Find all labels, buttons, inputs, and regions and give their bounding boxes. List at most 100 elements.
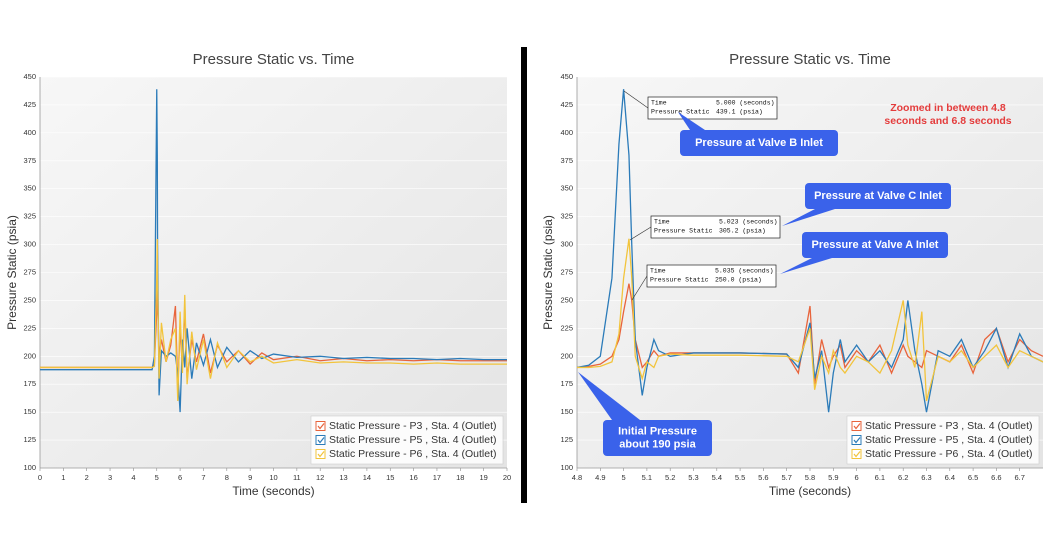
tooltip-key: Pressure Static bbox=[650, 277, 709, 284]
y-tick-label: 300 bbox=[560, 240, 573, 249]
plot-lines bbox=[40, 89, 507, 413]
tooltip-key: Time bbox=[651, 100, 667, 107]
y-tick-label: 150 bbox=[560, 407, 573, 416]
y-tick-label: 450 bbox=[560, 72, 573, 81]
y-tick-label: 350 bbox=[560, 184, 573, 193]
x-tick-label: 4.9 bbox=[595, 473, 605, 482]
x-tick-label: 20 bbox=[503, 473, 511, 482]
callout-tail bbox=[780, 258, 832, 274]
x-tick-label: 5 bbox=[622, 473, 626, 482]
legend-label: Static Pressure - P5 , Sta. 4 (Outlet) bbox=[329, 434, 496, 446]
y-tick-label: 275 bbox=[560, 267, 573, 276]
callout-text: Pressure at Valve B Inlet bbox=[695, 137, 823, 149]
x-tick-label: 11 bbox=[293, 473, 301, 482]
callout-text: about 190 psia bbox=[619, 438, 696, 450]
legend-check bbox=[853, 437, 861, 444]
tooltip-value: 5.023 (seconds) bbox=[719, 219, 778, 226]
x-tick-label: 5.2 bbox=[665, 473, 675, 482]
data-line bbox=[577, 89, 1043, 413]
x-tick-label: 18 bbox=[456, 473, 464, 482]
y-tick-label: 150 bbox=[23, 407, 36, 416]
x-tick-label: 5.7 bbox=[781, 473, 791, 482]
x-tick-label: 5.3 bbox=[688, 473, 698, 482]
x-tick-label: 8 bbox=[225, 473, 229, 482]
y-tick-label: 125 bbox=[560, 435, 573, 444]
tooltip-box bbox=[646, 264, 777, 288]
callout-tail bbox=[578, 372, 640, 420]
tooltip-key: Time bbox=[650, 268, 666, 275]
x-tick-label: 10 bbox=[269, 473, 277, 482]
data-line bbox=[40, 238, 507, 401]
legend-swatch bbox=[851, 435, 862, 445]
y-tick-label: 225 bbox=[560, 323, 573, 332]
x-axis-label: Time (seconds) bbox=[232, 484, 314, 498]
x-tick-label: 6.1 bbox=[875, 473, 885, 482]
callout-text: Pressure at Valve A Inlet bbox=[812, 239, 939, 251]
x-tick-label: 14 bbox=[363, 473, 371, 482]
y-tick-label: 250 bbox=[560, 295, 573, 304]
y-tick-label: 325 bbox=[560, 212, 573, 221]
legend-check bbox=[853, 423, 861, 430]
x-tick-label: 6.4 bbox=[945, 473, 955, 482]
legend-label: Static Pressure - P6 , Sta. 4 (Outlet) bbox=[865, 448, 1032, 460]
y-tick-label: 350 bbox=[23, 184, 36, 193]
legend-label: Static Pressure - P3 , Sta. 4 (Outlet) bbox=[329, 420, 496, 432]
x-tick-label: 2 bbox=[85, 473, 89, 482]
y-tick-label: 275 bbox=[23, 267, 36, 276]
tooltip-leader bbox=[629, 226, 652, 241]
zoom-note: seconds and 6.8 seconds bbox=[884, 115, 1011, 127]
y-tick-label: 200 bbox=[23, 351, 36, 360]
data-line bbox=[577, 238, 1043, 402]
chart-title: Pressure Static vs. Time bbox=[193, 51, 355, 68]
legend-swatch bbox=[315, 421, 326, 431]
x-tick-label: 3 bbox=[108, 473, 112, 482]
y-tick-label: 375 bbox=[23, 156, 36, 165]
y-tick-label: 400 bbox=[23, 128, 36, 137]
tooltip-key: Pressure Static bbox=[654, 228, 713, 235]
callout-box bbox=[802, 232, 948, 258]
tooltip-leader bbox=[623, 90, 649, 109]
x-tick-label: 5.6 bbox=[758, 473, 768, 482]
x-tick-label: 12 bbox=[316, 473, 324, 482]
callout-tail bbox=[678, 112, 705, 130]
x-tick-label: 5.5 bbox=[735, 473, 745, 482]
tooltip-value: 5.035 (seconds) bbox=[715, 268, 774, 275]
x-tick-label: 19 bbox=[479, 473, 487, 482]
y-tick-label: 100 bbox=[560, 463, 573, 472]
x-tick-label: 6 bbox=[178, 473, 182, 482]
x-tick-label: 6.6 bbox=[991, 473, 1001, 482]
y-tick-label: 325 bbox=[23, 212, 36, 221]
legend-label: Static Pressure - P3 , Sta. 4 (Outlet) bbox=[865, 420, 1032, 432]
callout-text: Pressure at Valve C Inlet bbox=[814, 190, 942, 202]
legend-check bbox=[853, 451, 861, 458]
y-tick-label: 375 bbox=[560, 156, 573, 165]
x-tick-label: 5.9 bbox=[828, 473, 838, 482]
chart-title: Pressure Static vs. Time bbox=[729, 51, 891, 68]
x-axis-label: Time (seconds) bbox=[769, 484, 851, 498]
legend-check bbox=[317, 451, 325, 458]
x-tick-label: 5.8 bbox=[805, 473, 815, 482]
x-tick-label: 16 bbox=[409, 473, 417, 482]
tooltip-key: Time bbox=[654, 219, 670, 226]
tooltip-value: 439.1 (psia) bbox=[716, 109, 763, 116]
y-tick-label: 175 bbox=[23, 379, 36, 388]
x-tick-label: 4.8 bbox=[572, 473, 582, 482]
y-tick-label: 100 bbox=[23, 463, 36, 472]
y-axis-label: Pressure Static (psia) bbox=[541, 215, 555, 330]
x-tick-label: 5.4 bbox=[712, 473, 722, 482]
y-tick-label: 200 bbox=[560, 351, 573, 360]
y-tick-label: 450 bbox=[23, 72, 36, 81]
y-tick-label: 250 bbox=[23, 295, 36, 304]
x-tick-label: 6.5 bbox=[968, 473, 978, 482]
legend-swatch bbox=[315, 449, 326, 459]
legend-swatch bbox=[851, 449, 862, 459]
tooltip-key: Pressure Static bbox=[651, 109, 710, 116]
x-tick-label: 0 bbox=[38, 473, 42, 482]
legend-swatch bbox=[851, 421, 862, 431]
x-tick-label: 4 bbox=[131, 473, 135, 482]
plot-lines bbox=[577, 89, 1043, 413]
x-tick-label: 5.1 bbox=[642, 473, 652, 482]
legend-box bbox=[846, 415, 1040, 465]
legend-check bbox=[317, 423, 325, 430]
